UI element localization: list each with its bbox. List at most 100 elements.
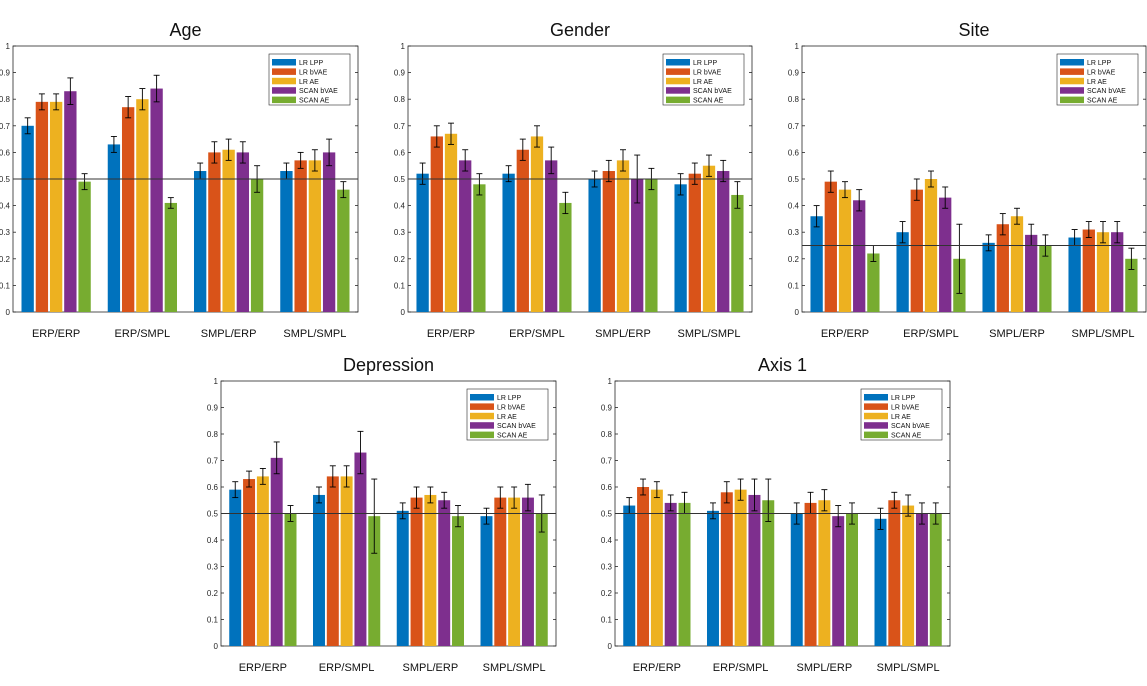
legend: LR LPP LR bVAE LR AE SCAN bVAE SCAN AE xyxy=(662,53,745,106)
y-tick-label: 0.7 xyxy=(788,122,800,131)
bar-4-1 xyxy=(664,502,677,646)
bar-3-4 xyxy=(308,160,322,312)
legend-swatch xyxy=(1060,59,1084,66)
legend-swatch xyxy=(666,68,690,75)
bar-2-1 xyxy=(824,181,837,312)
bar-2-2 xyxy=(516,149,529,312)
legend: LR LPP LR bVAE LR AE SCAN bVAE SCAN AE xyxy=(268,53,351,106)
bar-4-2 xyxy=(354,452,367,646)
legend-swatch xyxy=(864,403,888,410)
y-tick-label: 0.1 xyxy=(601,616,613,625)
bar-5-4 xyxy=(929,513,942,646)
legend-swatch xyxy=(1060,77,1084,85)
bar-3-1 xyxy=(49,101,63,312)
bar-2-2 xyxy=(121,107,135,313)
bar-3-2 xyxy=(340,476,353,646)
bar-1-2 xyxy=(312,494,325,646)
y-tick-label: 1 xyxy=(214,377,219,386)
bar-5-1 xyxy=(284,513,297,646)
legend-swatch xyxy=(1060,87,1084,94)
bar-3-2 xyxy=(734,489,747,646)
x-tick-label: SMPL/ERP xyxy=(595,328,651,340)
y-tick-label: 0.6 xyxy=(601,483,613,492)
bar-2-1 xyxy=(430,136,443,312)
legend-swatch xyxy=(272,77,296,85)
x-tick-label: ERP/SMPL xyxy=(713,662,769,674)
chart-panel-5: Axis 1 0 0.1 0.2 0.3 0.4 0.5 0.6 0.7 0.8 0.9 1 ERP/E… xyxy=(601,355,951,674)
y-tick-label: 0.2 xyxy=(788,255,800,264)
legend-label: LR bVAE xyxy=(1087,69,1116,76)
y-tick-label: 0.5 xyxy=(394,175,406,184)
legend-swatch xyxy=(666,59,690,66)
legend-swatch xyxy=(864,394,888,401)
bar-4-2 xyxy=(748,494,761,646)
bar-3-3 xyxy=(1010,216,1024,312)
bar-1-4 xyxy=(1068,237,1081,312)
bar-1-4 xyxy=(874,518,887,646)
x-tick-label: ERP/ERP xyxy=(633,662,681,674)
bar-2-2 xyxy=(720,492,733,646)
bar-1-1 xyxy=(21,125,34,312)
bar-5-1 xyxy=(867,253,880,312)
chart-title: Site xyxy=(958,20,989,40)
bar-5-3 xyxy=(1039,245,1052,312)
y-tick-label: 0.9 xyxy=(0,69,11,78)
y-tick-label: 1 xyxy=(795,42,800,51)
y-tick-label: 0.3 xyxy=(207,563,219,572)
bar-3-2 xyxy=(136,99,149,312)
bar-1-3 xyxy=(982,242,995,312)
legend-label: SCAN AE xyxy=(891,433,922,440)
legend-swatch xyxy=(470,403,494,410)
bar-1-3 xyxy=(790,513,803,646)
chart-title: Depression xyxy=(343,355,434,375)
bar-5-4 xyxy=(535,513,548,646)
legend-swatch xyxy=(470,394,494,401)
legend-swatch xyxy=(272,59,296,66)
y-tick-label: 0.5 xyxy=(601,510,613,519)
bar-1-4 xyxy=(280,171,293,312)
x-tick-label: SMPL/SMPL xyxy=(1072,328,1135,340)
y-tick-label: 0.5 xyxy=(788,175,800,184)
legend-swatch xyxy=(864,431,888,439)
bar-4-3 xyxy=(236,152,250,312)
legend-label: SCAN bVAE xyxy=(1087,88,1126,95)
y-tick-label: 0.6 xyxy=(788,148,800,157)
x-tick-label: ERP/SMPL xyxy=(115,328,171,340)
bar-1-1 xyxy=(623,505,636,646)
bar-3-1 xyxy=(650,489,663,646)
bar-2-2 xyxy=(910,189,923,312)
y-tick-label: 1 xyxy=(401,42,406,51)
y-tick-label: 0.4 xyxy=(207,536,219,545)
y-tick-label: 0.3 xyxy=(601,563,613,572)
legend-label: SCAN AE xyxy=(497,433,528,440)
legend-swatch xyxy=(470,431,494,439)
y-tick-label: 0.7 xyxy=(601,457,613,466)
y-tick-label: 0.4 xyxy=(0,202,11,211)
bar-4-3 xyxy=(832,516,845,646)
legend-label: LR LPP xyxy=(891,395,915,402)
y-tick-label: 0 xyxy=(608,642,613,651)
y-tick-label: 0.8 xyxy=(394,95,406,104)
bar-2-4 xyxy=(294,160,307,312)
y-tick-label: 1 xyxy=(608,377,613,386)
bar-5-1 xyxy=(473,184,486,312)
bar-1-2 xyxy=(107,144,121,312)
bar-1-4 xyxy=(480,516,493,646)
x-tick-label: SMPL/SMPL xyxy=(877,662,940,674)
legend-swatch xyxy=(1060,68,1084,75)
y-tick-label: 0.3 xyxy=(394,228,406,237)
bar-1-1 xyxy=(810,216,823,312)
legend-swatch xyxy=(470,412,494,420)
y-tick-label: 0.6 xyxy=(207,483,219,492)
bar-1-1 xyxy=(229,489,242,646)
y-tick-label: 1 xyxy=(6,42,11,51)
bar-4-2 xyxy=(939,197,952,312)
y-tick-label: 0.3 xyxy=(788,228,800,237)
legend-swatch xyxy=(470,422,494,429)
bar-2-3 xyxy=(804,502,817,646)
x-tick-label: SMPL/SMPL xyxy=(483,662,546,674)
bar-5-3 xyxy=(846,513,859,646)
bar-5-4 xyxy=(1125,258,1138,312)
bar-1-2 xyxy=(502,173,515,312)
y-tick-label: 0.8 xyxy=(207,430,219,439)
